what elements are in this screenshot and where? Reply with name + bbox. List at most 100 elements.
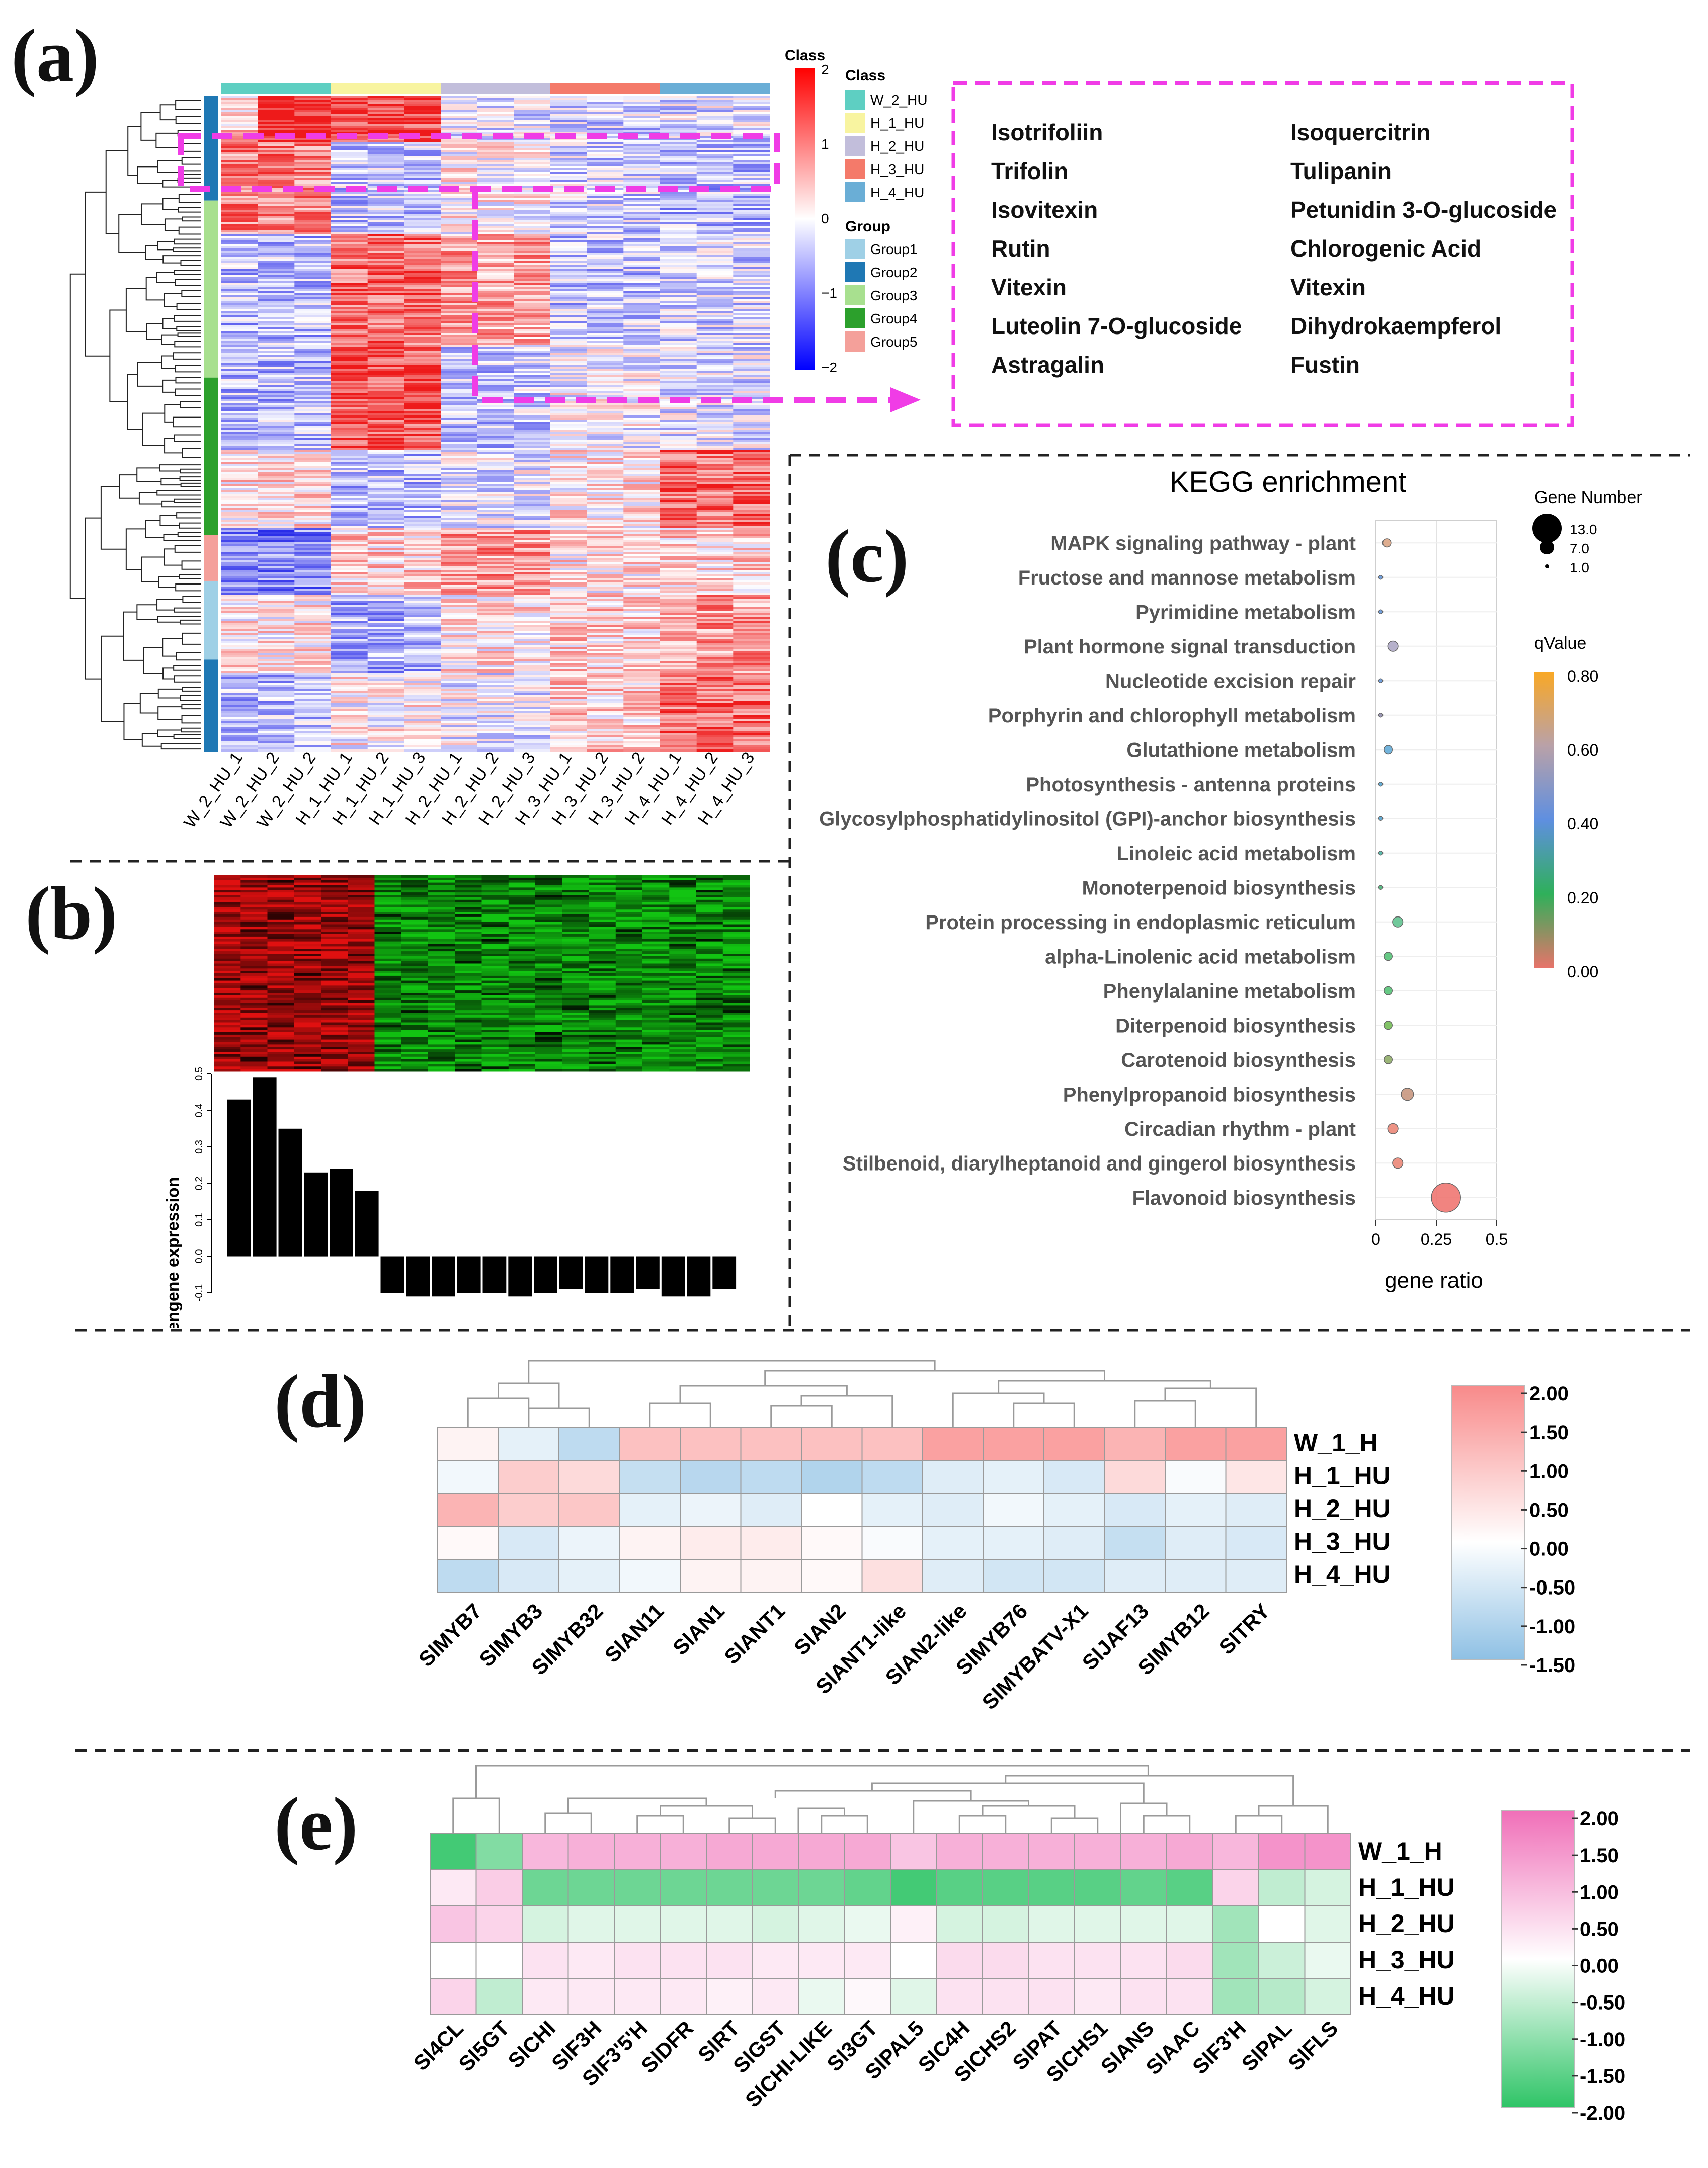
heatmap-cell [623, 309, 661, 311]
panel-d-label: (d) [274, 1360, 367, 1443]
heatmap-cell [331, 679, 368, 682]
heatmap-cell [367, 104, 404, 106]
heatmap-cell [331, 659, 368, 661]
heatmap-cell [367, 727, 404, 730]
dendrogram-branch [173, 247, 201, 252]
heatmap-cell [514, 337, 551, 340]
heatmap-cell [477, 361, 514, 364]
heatmap-cell [477, 721, 514, 724]
heatmap-cell [587, 562, 624, 565]
heatmap-cell [477, 144, 514, 146]
heatmap-cell [733, 299, 770, 301]
heatmap-cell [623, 637, 661, 639]
heatmap-cell [587, 711, 624, 714]
heatmap-cell [696, 580, 734, 583]
heatmap-cell [550, 526, 588, 529]
heatmap-cell [660, 468, 697, 470]
heatmap-cell [660, 725, 697, 728]
heatmap-cell [221, 496, 259, 498]
heatmap-cell [221, 520, 259, 523]
heatmap-cell [623, 436, 661, 438]
heatmap-cell [404, 150, 441, 152]
heatmap-cell [294, 337, 332, 340]
heatmap-cell [696, 482, 734, 484]
heatmap-cell [367, 685, 404, 688]
heatmap-cell [477, 202, 514, 205]
heatmap-cell [221, 333, 259, 336]
heatmap-cell [441, 248, 478, 251]
heatmap-cell [477, 261, 514, 263]
heatmap-cell [331, 373, 368, 376]
heatmap-cell [550, 166, 588, 169]
heatmap-cell [587, 311, 624, 313]
dendrogram-branch [161, 355, 176, 369]
heatmap-cell [477, 657, 514, 659]
heatmap-cell [514, 259, 551, 261]
heatmap-cell [441, 242, 478, 245]
heatmap-cell [294, 673, 332, 676]
heatmap-cell [660, 148, 697, 150]
heatmap-cell [258, 194, 295, 197]
heatmap-cell [294, 244, 332, 247]
heatmap-cell [477, 407, 514, 410]
heatmap-cell [221, 578, 259, 581]
heatmap-cell [294, 689, 332, 692]
heatmap-cell [696, 126, 734, 128]
heatmap-cell [221, 721, 259, 724]
heatmap-cell [221, 615, 259, 617]
heatmap-cell [514, 418, 551, 420]
heatmap-cell [514, 186, 551, 189]
heatmap-cell [331, 490, 368, 492]
heatmap-cell [696, 420, 734, 422]
heatmap-cell [221, 494, 259, 496]
heatmap-cell [733, 295, 770, 297]
heatmap-cell [258, 166, 295, 169]
heatmap-cell [733, 611, 770, 613]
heatmap-cell [331, 196, 368, 199]
heatmap-cell [221, 248, 259, 251]
heatmap-cell [660, 160, 697, 162]
heatmap-cell [587, 703, 624, 706]
heatmap-cell [258, 735, 295, 738]
heatmap-cell [623, 108, 661, 110]
heatmap-cell [733, 570, 770, 573]
heatmap-cell [587, 164, 624, 166]
heatmap-cell [477, 603, 514, 605]
heatmap-cell [331, 359, 368, 362]
heatmap-cell [221, 184, 259, 187]
heatmap-cell [623, 719, 661, 722]
heatmap-cell [221, 244, 259, 247]
heatmap-cell [294, 285, 332, 287]
heatmap-cell [258, 593, 295, 595]
heatmap-cell [331, 206, 368, 209]
heatmap-cell [221, 363, 259, 366]
heatmap-cell [696, 383, 734, 386]
heatmap-cell [733, 741, 770, 744]
heatmap-cell [550, 572, 588, 575]
heatmap-cell [550, 277, 588, 279]
heatmap-cell [441, 230, 478, 233]
heatmap-cell [477, 589, 514, 591]
heatmap-cell [221, 603, 259, 605]
heatmap-cell [258, 687, 295, 690]
heatmap-cell [623, 339, 661, 342]
heatmap-cell [623, 208, 661, 211]
heatmap-cell [550, 329, 588, 331]
heatmap-cell [660, 508, 697, 511]
heatmap-cell [550, 100, 588, 102]
heatmap-cell [550, 110, 588, 112]
heatmap-cell [404, 106, 441, 108]
heatmap-cell [514, 534, 551, 537]
heatmap-cell [733, 315, 770, 317]
heatmap-cell [623, 683, 661, 686]
heatmap-cell [733, 420, 770, 422]
heatmap-cell [294, 420, 332, 422]
heatmap-cell [294, 216, 332, 219]
heatmap-cell [696, 707, 734, 710]
heatmap-cell [514, 687, 551, 690]
heatmap-cell [294, 128, 332, 130]
heatmap-cell [404, 385, 441, 388]
heatmap-cell [587, 639, 624, 641]
heatmap-cell [258, 657, 295, 659]
heatmap-cell [514, 349, 551, 352]
